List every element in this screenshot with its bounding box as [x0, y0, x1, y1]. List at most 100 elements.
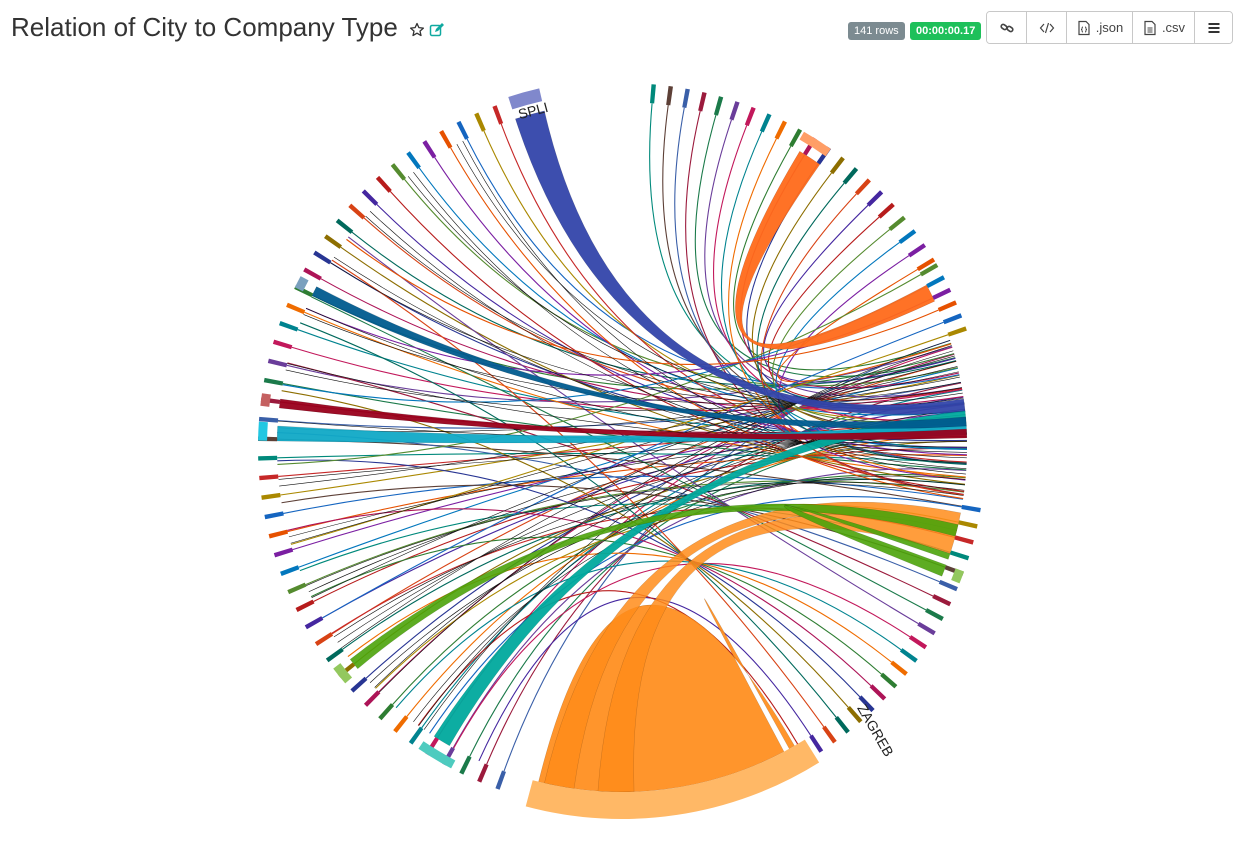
- group-arc[interactable]: [932, 287, 952, 300]
- group-arc[interactable]: [846, 705, 863, 724]
- group-arc[interactable]: [390, 163, 407, 181]
- group-arc[interactable]: [363, 690, 381, 707]
- ribbon-green-left[interactable]: [349, 503, 959, 670]
- group-arc[interactable]: [272, 339, 293, 350]
- group-arc[interactable]: [869, 684, 887, 701]
- export-json-button[interactable]: .json: [1067, 12, 1133, 43]
- group-arc[interactable]: [682, 88, 690, 109]
- edit-icon[interactable]: [429, 22, 445, 38]
- group-arc[interactable]: [888, 215, 906, 232]
- group-arc[interactable]: [273, 547, 294, 558]
- group-arc[interactable]: [958, 520, 978, 529]
- arc-green-left[interactable]: [333, 663, 353, 684]
- group-arc[interactable]: [361, 189, 379, 206]
- copy-link-button[interactable]: [987, 12, 1027, 43]
- group-arc[interactable]: [477, 763, 489, 783]
- group-arc[interactable]: [932, 594, 952, 607]
- group-arc[interactable]: [744, 106, 756, 127]
- group-arc[interactable]: [258, 455, 278, 461]
- group-arc[interactable]: [263, 377, 284, 386]
- group-arc[interactable]: [713, 96, 724, 116]
- group-arc[interactable]: [899, 648, 918, 663]
- group-arc[interactable]: [759, 113, 772, 133]
- export-csv-button[interactable]: .csv: [1133, 12, 1195, 43]
- group-arc[interactable]: [492, 105, 504, 125]
- group-arc[interactable]: [908, 635, 928, 650]
- group-arc[interactable]: [877, 202, 895, 219]
- arc-green-right[interactable]: [951, 568, 965, 584]
- ribbon-navy[interactable]: [311, 286, 967, 429]
- group-arc[interactable]: [280, 565, 300, 576]
- group-arc[interactable]: [278, 321, 299, 332]
- group-arc[interactable]: [949, 550, 970, 561]
- group-arc[interactable]: [495, 770, 506, 790]
- group-arc[interactable]: [649, 84, 656, 104]
- group-arc[interactable]: [809, 734, 824, 753]
- group-arc[interactable]: [917, 621, 936, 636]
- group-arc[interactable]: [314, 632, 334, 647]
- group-arc[interactable]: [898, 229, 917, 244]
- arc-navy[interactable]: [294, 276, 309, 292]
- group-arc[interactable]: [313, 250, 332, 265]
- group-arc[interactable]: [261, 492, 281, 500]
- view-query-button[interactable]: [1027, 12, 1067, 43]
- group-arc[interactable]: [264, 511, 284, 520]
- group-arc[interactable]: [666, 85, 673, 106]
- group-arc[interactable]: [348, 203, 366, 220]
- ribbon-crimson[interactable]: [278, 398, 968, 440]
- arc-split[interactable]: [508, 88, 543, 110]
- arc-teal[interactable]: [418, 741, 456, 769]
- group-arc[interactable]: [954, 535, 974, 545]
- group-arc[interactable]: [907, 243, 927, 258]
- group-arc[interactable]: [842, 167, 859, 185]
- group-arc[interactable]: [350, 676, 368, 693]
- group-arc[interactable]: [474, 112, 486, 132]
- group-arc[interactable]: [295, 599, 315, 612]
- group-arc[interactable]: [286, 302, 306, 315]
- group-arc[interactable]: [947, 326, 967, 337]
- group-arc[interactable]: [834, 716, 850, 734]
- arc-cyan[interactable]: [258, 421, 268, 441]
- group-arc[interactable]: [858, 695, 875, 713]
- group-arc[interactable]: [406, 151, 421, 170]
- group-arc[interactable]: [698, 91, 707, 112]
- group-arc[interactable]: [408, 726, 424, 745]
- more-menu-button[interactable]: [1195, 12, 1232, 43]
- group-arc[interactable]: [829, 156, 845, 175]
- group-arc[interactable]: [961, 504, 981, 513]
- group-arc[interactable]: [259, 474, 279, 481]
- group-arc[interactable]: [925, 608, 944, 621]
- group-arc[interactable]: [324, 234, 343, 249]
- group-arc[interactable]: [258, 416, 279, 423]
- group-arc[interactable]: [422, 140, 437, 159]
- ribbon-teal[interactable]: [433, 410, 967, 747]
- group-arc[interactable]: [375, 175, 392, 193]
- arc-dark-orange[interactable]: [799, 131, 831, 157]
- group-arc[interactable]: [325, 647, 344, 663]
- star-icon[interactable]: [409, 22, 425, 38]
- group-arc[interactable]: [456, 120, 469, 140]
- ribbon-dark-orange[interactable]: [735, 150, 936, 350]
- group-arc[interactable]: [335, 218, 354, 234]
- arc-crimson[interactable]: [260, 393, 271, 407]
- group-arc[interactable]: [866, 190, 884, 207]
- group-arc[interactable]: [287, 582, 307, 595]
- group-arc[interactable]: [393, 715, 409, 733]
- group-arc[interactable]: [378, 703, 395, 721]
- group-arc[interactable]: [268, 529, 289, 539]
- group-arc[interactable]: [303, 267, 322, 281]
- group-arc[interactable]: [304, 616, 324, 630]
- group-arc[interactable]: [774, 120, 787, 140]
- group-arc[interactable]: [822, 725, 837, 744]
- group-arc[interactable]: [439, 130, 453, 149]
- group-arc[interactable]: [938, 579, 958, 592]
- group-arc[interactable]: [890, 660, 908, 676]
- ribbon-split[interactable]: [515, 110, 966, 415]
- group-arc[interactable]: [919, 263, 939, 277]
- group-arc[interactable]: [459, 755, 472, 775]
- ribbon-zagreb-a[interactable]: [544, 501, 961, 789]
- group-arc[interactable]: [880, 672, 898, 689]
- group-arc[interactable]: [267, 358, 288, 368]
- group-arc[interactable]: [942, 313, 963, 325]
- group-arc[interactable]: [788, 128, 803, 148]
